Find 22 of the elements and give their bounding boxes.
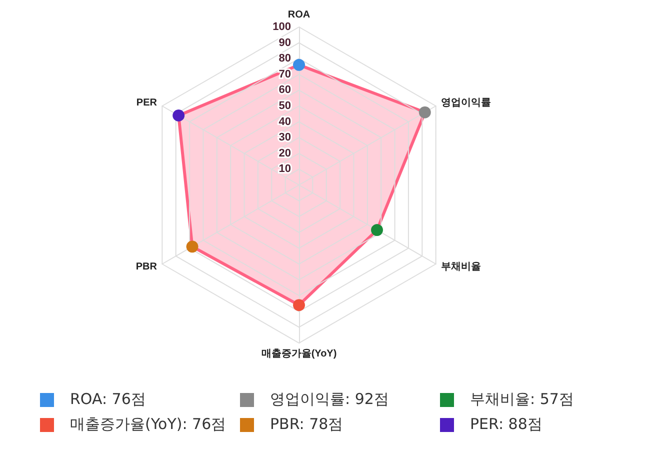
spoke-label: 매출증가율(YoY) bbox=[261, 348, 337, 360]
text: PER: 88점 bbox=[470, 415, 542, 434]
y-tick-label: 80 bbox=[278, 52, 291, 65]
y-tick-label: 50 bbox=[278, 100, 291, 112]
y-tick-label: 20 bbox=[278, 147, 291, 160]
spoke-label: PER bbox=[136, 98, 158, 108]
y-tick-label: 70 bbox=[278, 68, 291, 80]
y-tick-label: 90 bbox=[278, 36, 291, 49]
y-tick-label: 40 bbox=[278, 116, 291, 128]
y-tick-label: 30 bbox=[278, 132, 291, 144]
spoke-label: PBR bbox=[136, 262, 158, 272]
spoke-label: ROA bbox=[288, 10, 310, 21]
y-tick-label: 60 bbox=[278, 84, 291, 96]
y-tick-label: 10 bbox=[278, 163, 291, 176]
y-tick-label: 100 bbox=[272, 21, 291, 33]
text: 부채비율: 57점 bbox=[470, 390, 574, 409]
text: PBR: 78점 bbox=[270, 415, 344, 434]
spoke-label: 부채비율 bbox=[441, 262, 482, 272]
text: 영업이익률: 92점 bbox=[270, 390, 389, 409]
text: 매출증가율(YoY): 76점 bbox=[70, 415, 226, 434]
spoke-label: 영업이익률 bbox=[441, 98, 492, 108]
text: ROA: 76점 bbox=[70, 390, 146, 409]
